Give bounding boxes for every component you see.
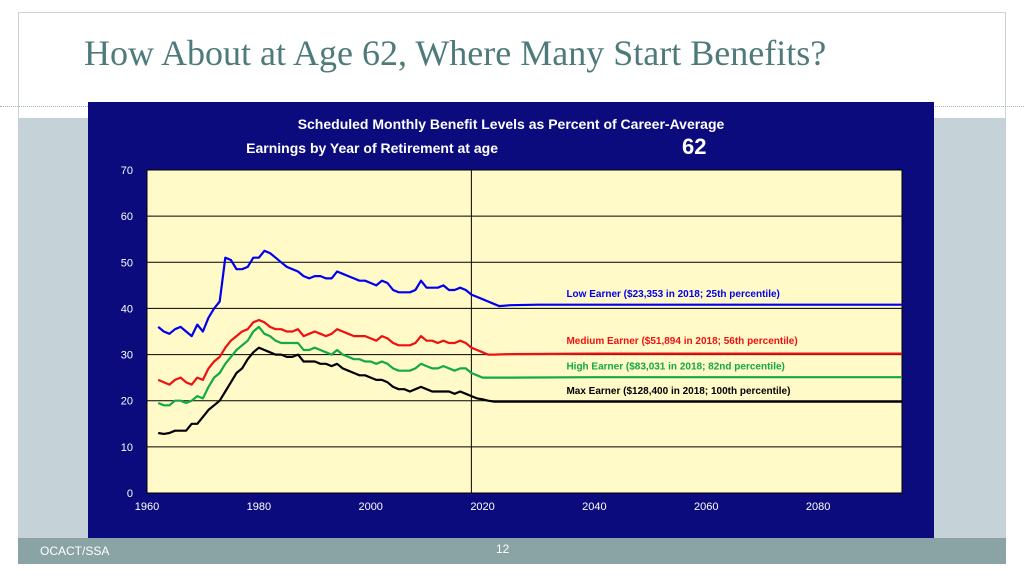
x-tick-label: 2040	[582, 501, 606, 513]
x-tick-label: 2080	[806, 501, 830, 513]
high-earner-series-label: High Earner ($83,031 in 2018; 82nd perce…	[566, 361, 784, 372]
y-tick-label: 10	[121, 442, 133, 454]
medium-earner-series-line	[157, 318, 902, 386]
page-number: 12	[496, 542, 510, 556]
x-tick-label: 2020	[470, 501, 494, 513]
slide-title: How About at Age 62, Where Many Start Be…	[84, 33, 827, 73]
low-earner-series-label: Low Earner ($23,353 in 2018; 25th percen…	[566, 289, 779, 300]
low-earner-series-line	[157, 249, 902, 338]
chart-title-line2: Earnings by Year of Retirement at age	[246, 140, 498, 156]
benefit-level-chart: Scheduled Monthly Benefit Levels as Perc…	[121, 116, 903, 513]
y-tick-label: 50	[121, 257, 133, 269]
chart-title-line1: Scheduled Monthly Benefit Levels as Perc…	[298, 116, 725, 132]
x-tick-label: 2000	[358, 501, 382, 513]
x-tick-label: 1980	[247, 501, 271, 513]
x-tick-label: 1960	[135, 501, 159, 513]
footer-bar: OCACT/SSA 12	[18, 538, 1006, 564]
y-tick-label: 0	[127, 488, 133, 500]
left-side-band	[18, 118, 88, 538]
max-earner-series-line	[158, 346, 902, 435]
y-tick-label: 60	[121, 211, 133, 223]
plot-border	[146, 169, 903, 494]
y-tick-label: 40	[121, 303, 133, 315]
y-tick-label: 20	[121, 396, 133, 408]
right-side-band	[934, 118, 1006, 538]
footer-label: OCACT/SSA	[40, 544, 110, 558]
medium-earner-series-label: Medium Earner ($51,894 in 2018; 56th per…	[566, 336, 797, 347]
y-tick-label: 30	[121, 350, 133, 362]
y-tick-label: 70	[121, 165, 133, 177]
plot-background	[147, 170, 902, 493]
chart-title-age: 62	[682, 134, 706, 159]
max-earner-series-label: Max Earner ($128,400 in 2018; 100th perc…	[566, 386, 790, 397]
x-tick-label: 2060	[694, 501, 718, 513]
high-earner-series-line	[157, 325, 902, 407]
chart-panel: Scheduled Monthly Benefit Levels as Perc…	[88, 102, 934, 538]
plot-area: 0 10 20 30 40 50 60 70 1960 1980 2000 2020 2040 2060 2…	[121, 165, 903, 513]
